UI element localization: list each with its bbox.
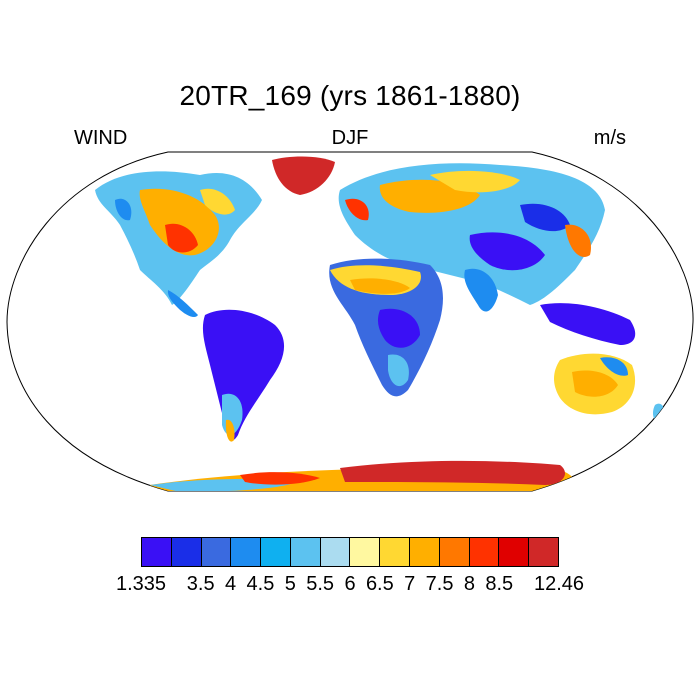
colorbar-swatch [469,538,500,566]
colorbar-swatch [410,538,440,566]
variable-label: WIND [74,127,128,149]
colorbar-tick-label: 1.335 [115,573,167,595]
colorbar-labels: 1.335 3.5 4 4.5 5 5.5 6 6.5 7 7.5 8 8.5 12.46 [0,573,700,603]
colorbar-swatch [439,538,470,566]
colorbar-swatch [380,538,411,566]
colorbar-swatch [171,538,202,566]
season-label: DJF [331,127,369,149]
landmass-central-america [167,290,198,318]
colorbar-tick-label: 5 [284,573,296,595]
landmass-india [464,268,498,312]
landmass-maritime-asia [540,303,636,345]
units-label: m/s [593,127,626,149]
colorbar-swatch [231,538,262,566]
colorbar-tick-label: 7.5 [425,573,454,595]
colorbar-swatch [142,538,172,566]
colorbar-tick-label: 12.46 [533,573,585,595]
colorbar-swatch [201,538,232,566]
colorbar-tick-label: 4 [225,573,237,595]
colorbar-tick-label: 8 [463,573,475,595]
colorbar [141,537,559,567]
colorbar-tick-label: 7 [404,573,416,595]
landmass-greenland [272,156,335,195]
plot-title: 20TR_169 (yrs 1861-1880) [179,80,521,111]
colorbar-tick-label: 5.5 [306,573,335,595]
colorbar-tick-label: 3.5 [186,573,215,595]
colorbar-swatch [529,538,558,566]
colorbar-swatch [290,538,321,566]
colorbar-swatch [499,538,530,566]
colorbar-swatch [350,538,381,566]
colorbar-tick-label: 6.5 [365,573,394,595]
colorbar-tick-label: 6 [344,573,356,595]
land-fill [95,156,665,491]
colorbar-swatch [261,538,291,566]
colorbar-tick-label: 8.5 [485,573,514,595]
colorbar-swatch [320,538,351,566]
colorbar-tick-label: 4.5 [246,573,275,595]
